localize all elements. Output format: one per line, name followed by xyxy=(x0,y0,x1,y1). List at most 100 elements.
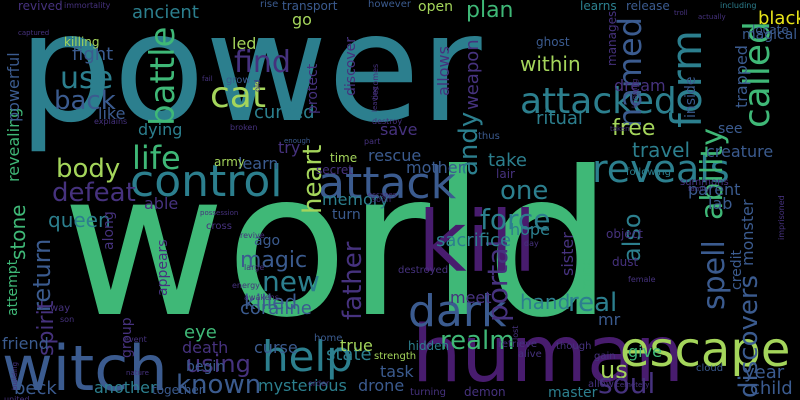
word-stone: stone xyxy=(6,204,30,260)
word-human: human xyxy=(412,310,685,400)
word-free: free xyxy=(612,116,656,141)
word-lair: lair xyxy=(496,167,515,181)
word-release: release xyxy=(626,0,670,13)
word-hand: hand xyxy=(520,290,571,314)
word-cemetery: cemetery xyxy=(616,381,650,389)
word-captured: captured xyxy=(18,29,50,37)
word-dying: dying xyxy=(138,120,183,139)
word-old: old xyxy=(253,79,262,92)
word-battle: battle xyxy=(143,26,183,126)
word-memory: memory xyxy=(322,190,389,209)
word-weapon: weapon xyxy=(462,39,483,110)
word-parent: parent xyxy=(688,180,741,199)
word-though: though xyxy=(556,341,592,352)
word-escape: escape xyxy=(620,322,791,378)
word-child: child xyxy=(750,378,793,399)
word-imprisoned: imprisoned xyxy=(777,195,786,240)
word-reveals: reveals xyxy=(592,147,730,191)
word-appears: appears xyxy=(155,239,171,296)
word-knowing: knowing xyxy=(631,78,639,108)
word-rise: rise xyxy=(260,0,279,10)
word-killing: killing xyxy=(64,35,100,49)
word-learns: learns xyxy=(580,0,617,13)
word-alive: alive xyxy=(518,349,542,360)
word-real: real xyxy=(568,288,618,318)
word-find: find xyxy=(234,45,291,80)
word-along: along xyxy=(101,211,117,250)
word-lab: lab xyxy=(708,194,733,213)
word-dust: dust xyxy=(612,255,639,269)
word-gain: gain xyxy=(594,351,616,362)
word-control: control xyxy=(130,156,283,207)
word-discover: discover xyxy=(343,37,359,96)
word-following: following xyxy=(626,167,671,178)
word-female: female xyxy=(628,275,656,284)
word-see: see xyxy=(718,121,743,137)
word-grow: grow xyxy=(226,75,251,86)
word-new: new xyxy=(262,265,320,298)
word-leaving: leaving xyxy=(371,86,379,112)
word-mysterious: mysterious xyxy=(258,376,347,395)
word-like: like xyxy=(98,104,126,123)
word-strength: strength xyxy=(374,351,417,362)
word-time: time xyxy=(330,151,358,165)
word-force: force xyxy=(480,203,551,236)
word-sister: sister xyxy=(558,232,577,276)
word-magic: magic xyxy=(240,248,308,273)
word-lost: lost xyxy=(511,325,520,340)
word-life: life xyxy=(132,139,181,177)
word-killed: killed xyxy=(244,290,298,314)
word-large: large xyxy=(244,263,265,272)
word-try: try xyxy=(278,138,301,157)
word-mr: mr xyxy=(598,310,621,329)
word-queen: queen xyxy=(48,208,111,232)
word-led: led xyxy=(232,34,257,53)
word-possession: possession xyxy=(200,209,239,217)
word-master: master xyxy=(548,385,598,400)
word-back: back xyxy=(54,86,116,116)
word-building: building xyxy=(11,361,19,390)
word-part: part xyxy=(364,137,381,146)
word-together: together xyxy=(152,383,204,397)
word-family: family xyxy=(688,185,710,193)
word-protect: protect xyxy=(305,63,321,114)
word-inside: inside xyxy=(683,76,699,118)
word-home: home xyxy=(314,333,343,344)
word-power: power xyxy=(18,0,482,156)
word-known: known xyxy=(176,370,262,400)
word-cloud: cloud xyxy=(696,363,724,374)
word-open: open xyxy=(418,0,453,15)
word-kill: kill xyxy=(418,193,537,291)
word-drone: drone xyxy=(358,376,405,395)
word-using: using xyxy=(186,350,251,378)
word-enough: enough xyxy=(284,137,311,145)
word-ghost: ghost xyxy=(536,35,570,49)
word-cat: cat xyxy=(210,75,266,116)
word-body: body xyxy=(56,154,121,184)
word-rescue: rescue xyxy=(368,146,422,165)
word-magical: magical xyxy=(742,27,798,43)
word-troll: troll xyxy=(674,9,688,17)
word-object: object xyxy=(606,227,643,241)
word-energy: energy xyxy=(232,281,260,290)
word-one: one xyxy=(500,176,549,206)
word-retrieve: retrieve xyxy=(498,339,538,350)
word-attacked: attacked xyxy=(520,81,677,122)
word-beck: beck xyxy=(14,378,57,399)
word-eye: eye xyxy=(184,322,217,343)
word-cursed: cursed xyxy=(254,102,315,123)
word-realm: realm xyxy=(440,326,515,356)
word-fight: fight xyxy=(72,44,114,65)
word-mother: mother xyxy=(406,158,465,177)
word-turning: turning xyxy=(410,387,446,398)
word-soul: soul xyxy=(598,367,656,400)
word-black: black xyxy=(758,8,800,29)
word-destroy: destroy xyxy=(372,117,403,126)
word-demon: demon xyxy=(464,385,506,399)
word-destroyed: destroyed xyxy=(398,265,449,276)
word-escapes: escapes xyxy=(368,191,397,199)
word-help: help xyxy=(262,332,353,381)
word-world: world xyxy=(62,129,613,362)
word-take: take xyxy=(488,150,527,171)
